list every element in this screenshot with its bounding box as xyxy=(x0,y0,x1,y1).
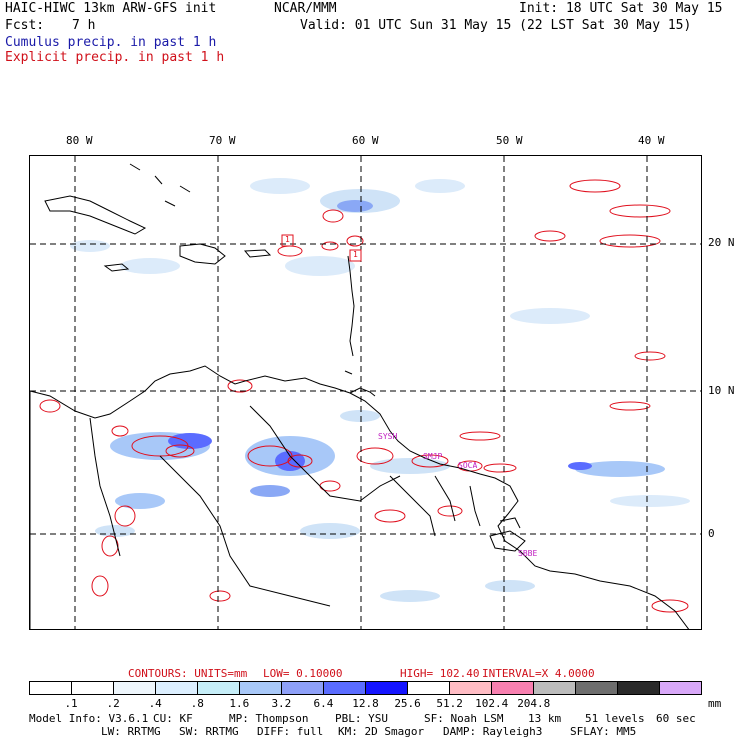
model-info-levels: 51 levels xyxy=(585,712,645,725)
lon-label-80w: 80 W xyxy=(66,134,93,147)
legend-swatch-0 xyxy=(30,682,72,694)
legend-swatch-2 xyxy=(114,682,156,694)
station-sbbe: SBBE xyxy=(518,549,538,558)
legend-unit: mm xyxy=(708,697,722,710)
init-time: Init: 18 UTC Sat 30 May 15 xyxy=(519,1,723,16)
legend-swatch-10 xyxy=(450,682,492,694)
legend-label-6: 6.4 xyxy=(313,697,334,710)
box-marker-label-1: 1 xyxy=(285,235,290,244)
legend-swatch-9 xyxy=(408,682,450,694)
legend-label-4: 1.6 xyxy=(229,697,250,710)
lon-label-50w: 50 W xyxy=(496,134,523,147)
lon-label-60w: 60 W xyxy=(352,134,379,147)
org-label: NCAR/MMM xyxy=(274,1,337,16)
lat-lon-grid xyxy=(30,156,701,629)
model-info-damp: DAMP: Rayleigh3 xyxy=(443,725,543,738)
precip-map: 1 1 SYSH SMJP SOCA SBBE xyxy=(29,155,702,630)
model-info-res: 13 km xyxy=(528,712,562,725)
model-info-km: KM: 2D Smagor xyxy=(338,725,425,738)
legend-swatch-13 xyxy=(576,682,618,694)
model-info-sflay: SFLAY: MM5 xyxy=(570,725,637,738)
model-info-version: Model Info: V3.6.1 xyxy=(29,712,149,725)
legend-swatch-1 xyxy=(72,682,114,694)
legend-swatch-12 xyxy=(534,682,576,694)
color-legend xyxy=(29,681,702,695)
lon-label-70w: 70 W xyxy=(209,134,236,147)
legend-label-1: .2 xyxy=(106,697,120,710)
legend-swatch-8 xyxy=(366,682,408,694)
legend-swatch-6 xyxy=(282,682,324,694)
contour-interval: INTERVAL=X 4.0000 xyxy=(482,667,595,680)
fcst-value: 7 h xyxy=(72,18,96,33)
legend-swatch-3 xyxy=(156,682,198,694)
legend-label-0: .1 xyxy=(64,697,78,710)
model-info-pbl: PBL: YSU xyxy=(335,712,388,725)
legend-label-7: 12.8 xyxy=(352,697,379,710)
model-info-diff: DIFF: full xyxy=(257,725,324,738)
legend-label-8: 25.6 xyxy=(394,697,421,710)
model-info-sf: SF: Noah LSM xyxy=(424,712,504,725)
legend-label-11: 204.8 xyxy=(517,697,551,710)
legend-label-3: .8 xyxy=(190,697,204,710)
valid-time: Valid: 01 UTC Sun 31 May 15 (22 LST Sat … xyxy=(300,18,692,33)
box-marker-label-2: 1 xyxy=(353,250,358,259)
fcst-label: Fcst: xyxy=(5,18,45,33)
cumulus-label: Cumulus precip. in past 1 h xyxy=(5,35,217,50)
legend-swatch-14 xyxy=(618,682,660,694)
lat-label-20n: 20 N xyxy=(708,236,735,249)
legend-swatch-4 xyxy=(198,682,240,694)
box-marker-1 xyxy=(281,234,294,247)
cumulus-precip-layer xyxy=(70,178,690,602)
model-info-sw: SW: RRTMG xyxy=(179,725,239,738)
coastlines-layer xyxy=(30,163,690,629)
model-info-lw: LW: RRTMG xyxy=(101,725,161,738)
station-sysh: SYSH xyxy=(378,432,398,441)
legend-label-10: 102.4 xyxy=(475,697,509,710)
model-info-cu: CU: KF xyxy=(153,712,193,725)
contour-low: LOW= 0.10000 xyxy=(263,667,343,680)
explicit-precip-layer xyxy=(39,179,689,613)
map-canvas xyxy=(30,156,701,629)
legend-label-2: .4 xyxy=(148,697,162,710)
legend-swatch-5 xyxy=(240,682,282,694)
legend-label-5: 3.2 xyxy=(271,697,292,710)
lat-label-0: 0 xyxy=(708,527,715,540)
lon-label-40w: 40 W xyxy=(638,134,665,147)
box-marker-2 xyxy=(349,249,362,262)
contour-high: HIGH= 102.40 xyxy=(400,667,480,680)
model-info-dt: 60 sec xyxy=(656,712,696,725)
model-info-mp: MP: Thompson xyxy=(229,712,309,725)
legend-swatch-7 xyxy=(324,682,366,694)
legend-swatch-15 xyxy=(660,682,701,694)
station-soca: SOCA xyxy=(458,461,478,470)
contour-units: CONTOURS: UNITS=mm xyxy=(128,667,248,680)
legend-label-9: 51.2 xyxy=(436,697,463,710)
model-title: HAIC-HIWC 13km ARW-GFS init xyxy=(5,1,217,16)
lat-label-10n: 10 N xyxy=(708,384,735,397)
legend-swatch-11 xyxy=(492,682,534,694)
explicit-label: Explicit precip. in past 1 h xyxy=(5,50,225,65)
station-smjp: SMJP xyxy=(423,452,443,461)
